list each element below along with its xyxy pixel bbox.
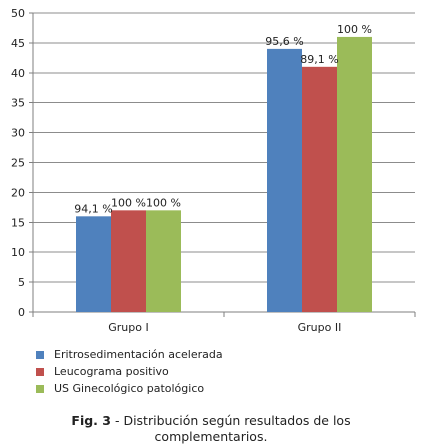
y-tick-label: 35 <box>11 97 25 110</box>
y-tick-label: 50 <box>11 7 25 20</box>
bar <box>76 216 111 312</box>
caption-line1: - Distribución según resultados de los <box>110 413 351 428</box>
legend-swatch <box>36 350 44 359</box>
bar <box>337 36 372 313</box>
x-tick-label: Grupo II <box>298 321 342 334</box>
legend-swatch <box>36 367 44 376</box>
legend-label: Eritrosedimentación acelerada <box>54 348 223 361</box>
bar <box>111 210 146 312</box>
y-tick-label: 40 <box>11 67 25 80</box>
data-label: 100 % <box>146 196 181 209</box>
data-label: 95,6 % <box>265 35 303 48</box>
y-tick-label: 10 <box>11 246 25 259</box>
legend: Eritrosedimentación acelerada Leucograma… <box>36 346 223 397</box>
x-tick-label: Grupo I <box>108 321 148 334</box>
bar <box>302 66 337 312</box>
legend-label: US Ginecológico patológico <box>54 382 205 395</box>
y-tick-label: 30 <box>11 127 25 140</box>
legend-item-leucograma: Leucograma positivo <box>36 363 223 380</box>
data-label: 100 % <box>111 196 146 209</box>
legend-item-us-ginecologico: US Ginecológico patológico <box>36 380 223 397</box>
y-tick-label: 45 <box>11 37 25 50</box>
caption-label: Fig. 3 <box>71 413 111 428</box>
legend-label: Leucograma positivo <box>54 365 169 378</box>
data-labels: 94,1 %100 % 100 %95,6 %89,1 %100 % <box>74 23 372 215</box>
y-tick-label: 15 <box>11 216 25 229</box>
data-label: 94,1 % <box>74 202 112 215</box>
y-tick-label: 5 <box>18 276 25 289</box>
y-tick-label: 25 <box>11 157 25 170</box>
figure-caption: Fig. 3 - Distribución según resultados d… <box>0 413 422 445</box>
y-axis-ticks: 0 5 10 15 20 25 30 35 40 45 50 <box>11 7 33 319</box>
caption-line2: complementarios. <box>154 429 268 444</box>
x-axis: Grupo I Grupo II <box>32 312 416 334</box>
bar <box>146 210 181 312</box>
bars <box>76 36 372 313</box>
data-label: 100 % <box>337 23 372 36</box>
legend-item-eritrosedimentacion: Eritrosedimentación acelerada <box>36 346 223 363</box>
data-label: 89,1 % <box>300 53 338 66</box>
y-tick-label: 0 <box>18 306 25 319</box>
y-tick-label: 20 <box>11 186 25 199</box>
bar <box>267 48 302 312</box>
legend-swatch <box>36 384 44 393</box>
